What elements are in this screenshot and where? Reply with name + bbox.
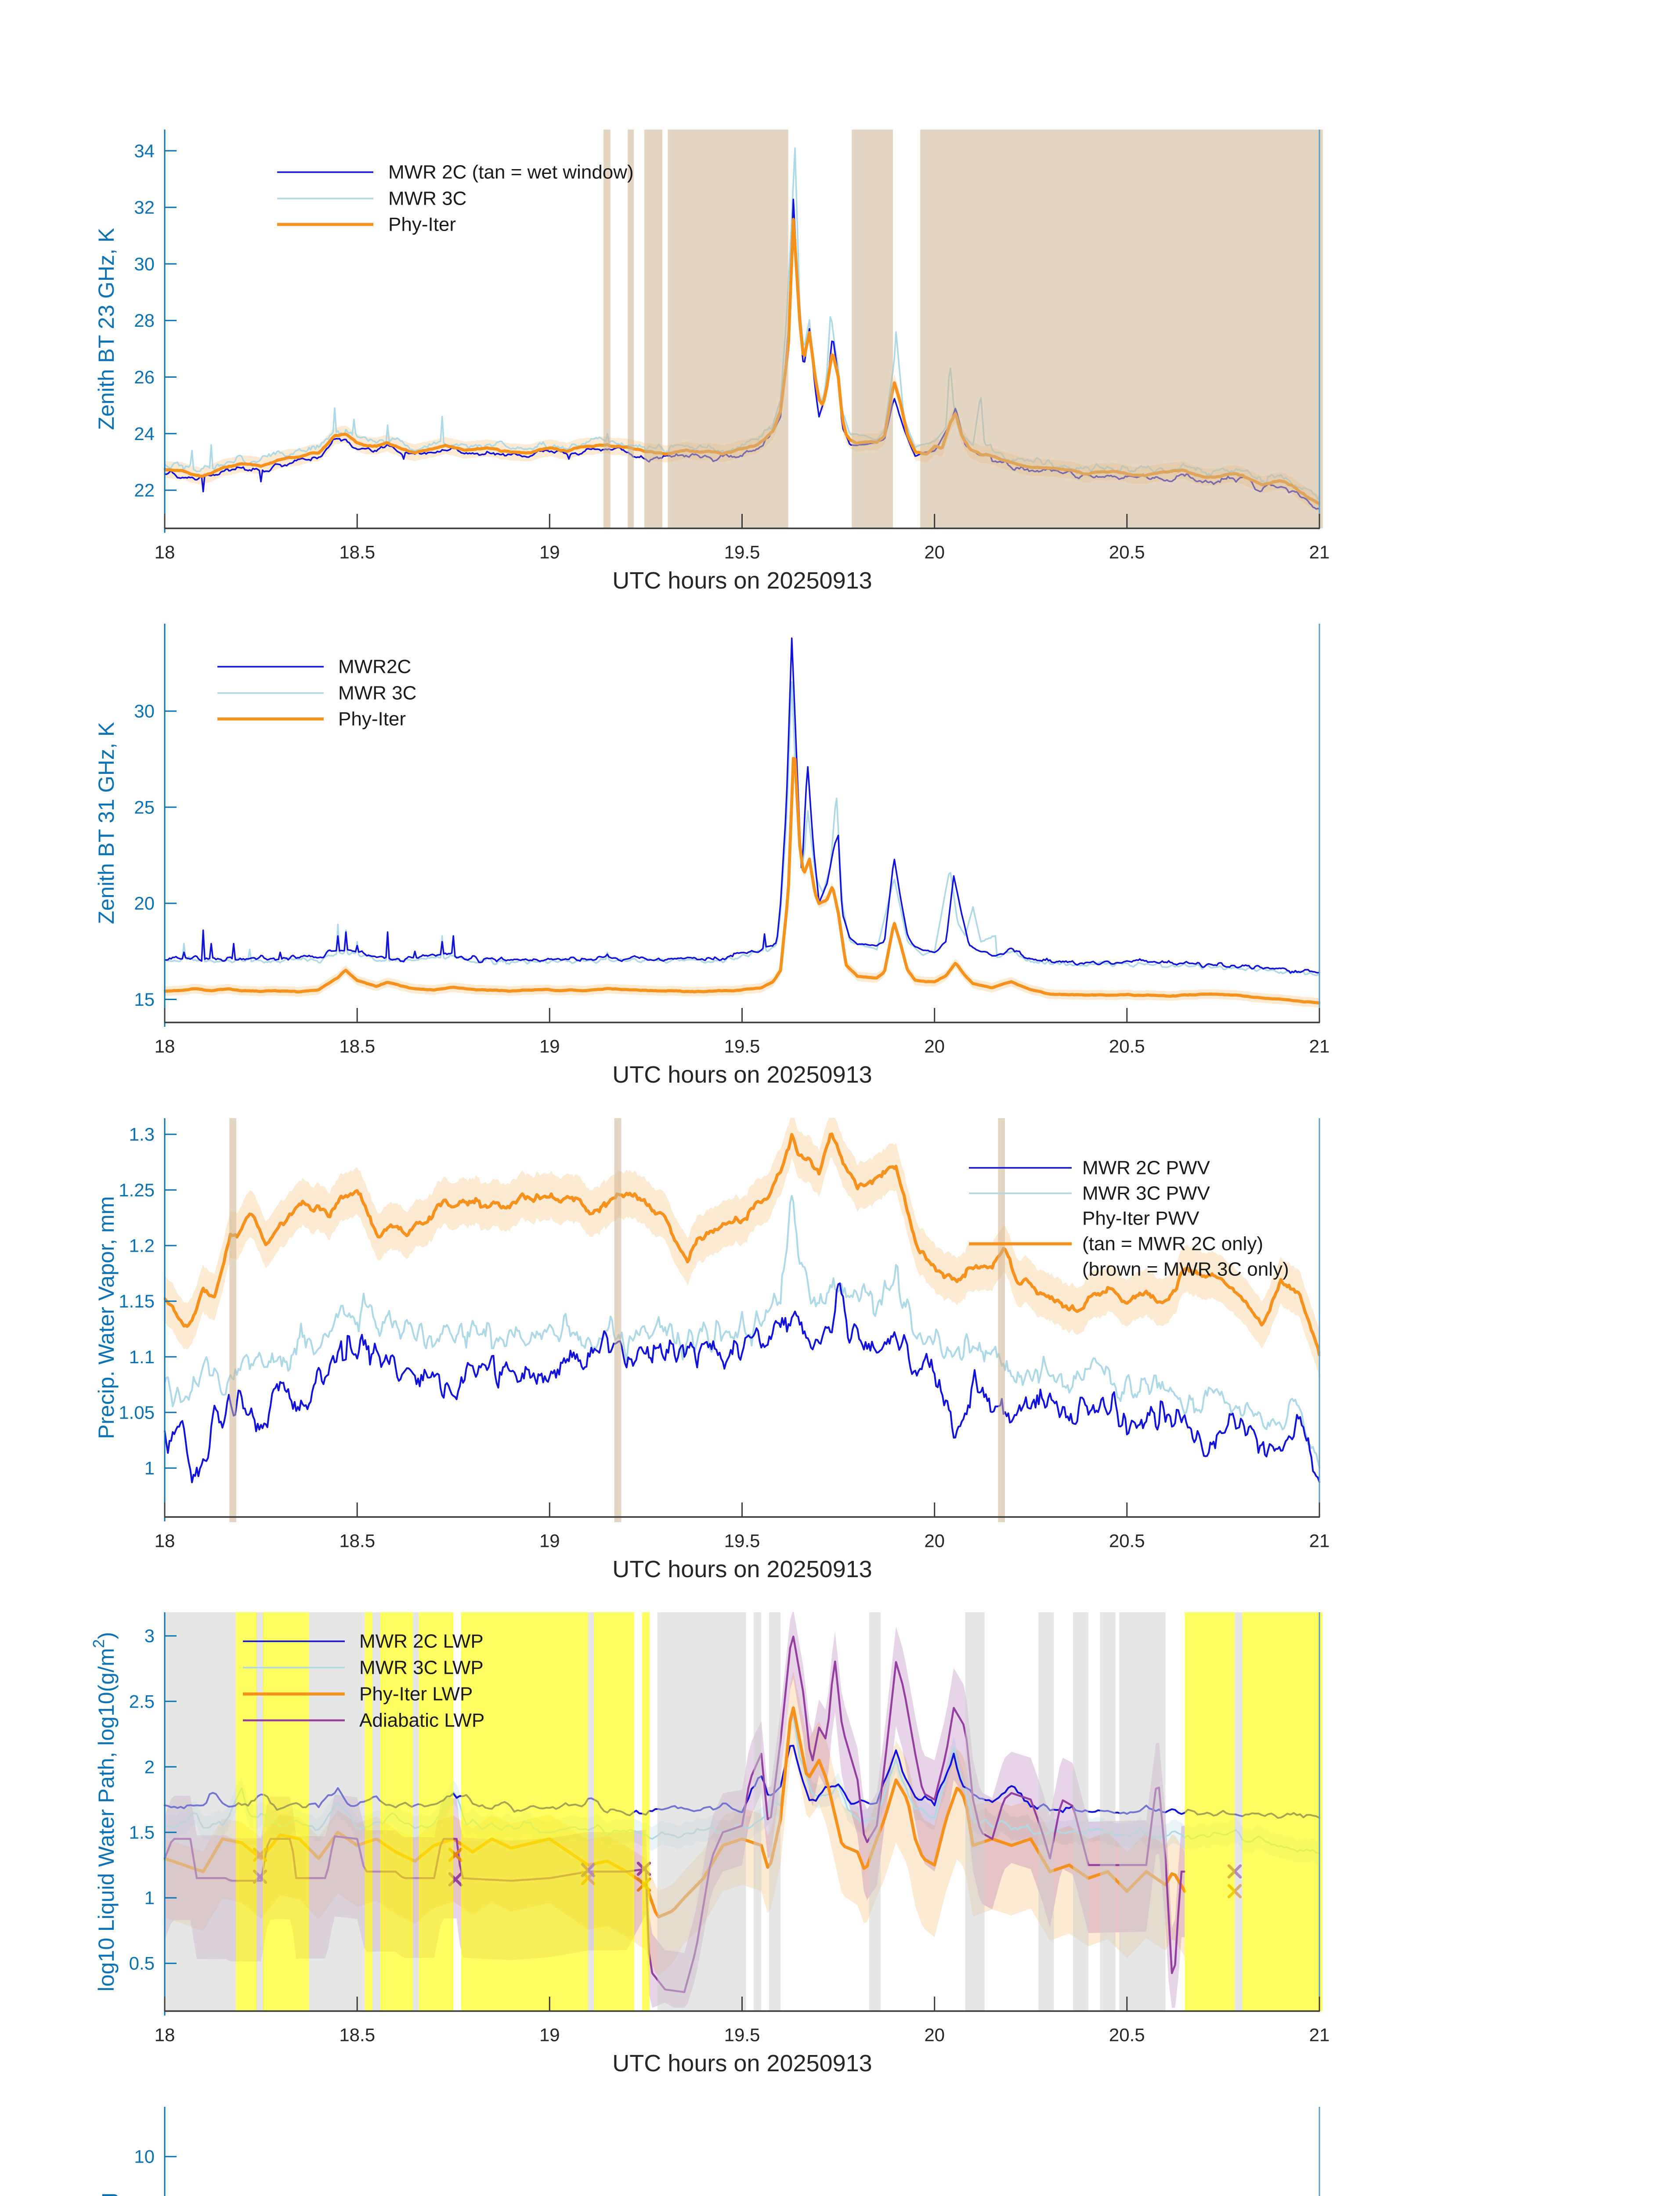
svg-text:18.5: 18.5 xyxy=(339,2025,375,2045)
svg-text:10: 10 xyxy=(134,2146,155,2167)
svg-text:Phy-Iter: Phy-Iter xyxy=(338,708,406,730)
svg-text:19.5: 19.5 xyxy=(724,542,760,563)
svg-text:25: 25 xyxy=(134,797,155,817)
svg-text:2.5: 2.5 xyxy=(129,1691,155,1712)
svg-text:1.5: 1.5 xyxy=(129,1822,155,1843)
svg-text:18: 18 xyxy=(155,2025,175,2045)
svg-text:1.1: 1.1 xyxy=(129,1347,155,1367)
svg-text:MWR 3C: MWR 3C xyxy=(338,683,416,704)
svg-text:1.05: 1.05 xyxy=(119,1402,155,1423)
svg-text:UTC hours on 20250913: UTC hours on 20250913 xyxy=(612,2050,872,2077)
svg-text:20: 20 xyxy=(924,2025,945,2045)
svg-text:Zenith BT 23 GHz, K: Zenith BT 23 GHz, K xyxy=(94,228,119,430)
svg-text:UTC hours on 20250913: UTC hours on 20250913 xyxy=(612,1556,872,1582)
svg-text:15: 15 xyxy=(134,989,155,1010)
svg-text:20: 20 xyxy=(924,542,945,563)
svg-text:MWR 3C: MWR 3C xyxy=(388,188,466,209)
svg-text:22: 22 xyxy=(134,480,155,501)
svg-text:18: 18 xyxy=(155,1036,175,1057)
svg-text:18.5: 18.5 xyxy=(339,542,375,563)
svg-text:1: 1 xyxy=(145,1458,155,1478)
svg-text:18: 18 xyxy=(155,1531,175,1551)
svg-text:30: 30 xyxy=(134,701,155,722)
svg-text:20: 20 xyxy=(134,893,155,914)
svg-text:MWR 2C PWV: MWR 2C PWV xyxy=(1082,1157,1210,1179)
svg-text:1.15: 1.15 xyxy=(119,1291,155,1311)
svg-text:30: 30 xyxy=(134,253,155,274)
svg-text:26: 26 xyxy=(134,367,155,387)
svg-text:Phy-Iter PWV: Phy-Iter PWV xyxy=(1082,1208,1199,1229)
svg-text:21: 21 xyxy=(1309,1036,1330,1057)
svg-text:MWR Phy Iter DQ Flag: MWR Phy Iter DQ Flag xyxy=(94,2192,119,2196)
svg-text:19.5: 19.5 xyxy=(724,1036,760,1057)
svg-text:20.5: 20.5 xyxy=(1109,542,1145,563)
svg-text:21: 21 xyxy=(1309,1531,1330,1551)
svg-text:(tan = MWR 2C only): (tan = MWR 2C only) xyxy=(1082,1233,1263,1255)
svg-text:Zenith BT 31 GHz, K: Zenith BT 31 GHz, K xyxy=(94,722,119,924)
svg-text:1: 1 xyxy=(145,1888,155,1908)
svg-text:24: 24 xyxy=(134,423,155,444)
svg-text:MWR 2C (tan = wet window): MWR 2C (tan = wet window) xyxy=(388,162,634,183)
svg-text:2: 2 xyxy=(145,1756,155,1777)
svg-text:Phy-Iter LWP: Phy-Iter LWP xyxy=(359,1683,473,1705)
svg-text:MWR 2C LWP: MWR 2C LWP xyxy=(359,1631,484,1652)
svg-text:20: 20 xyxy=(924,1036,945,1057)
svg-text:Precip. Water Vapor, mm: Precip. Water Vapor, mm xyxy=(94,1196,119,1439)
svg-text:20.5: 20.5 xyxy=(1109,2025,1145,2045)
svg-text:0.5: 0.5 xyxy=(129,1953,155,1974)
svg-text:32: 32 xyxy=(134,197,155,218)
svg-text:(brown = MWR 3C only): (brown = MWR 3C only) xyxy=(1082,1259,1289,1280)
svg-text:18: 18 xyxy=(155,542,175,563)
svg-text:1.25: 1.25 xyxy=(119,1180,155,1200)
svg-text:18.5: 18.5 xyxy=(339,1036,375,1057)
svg-text:20.5: 20.5 xyxy=(1109,1531,1145,1551)
svg-text:34: 34 xyxy=(134,141,155,161)
svg-text:21: 21 xyxy=(1309,2025,1330,2045)
svg-text:20.5: 20.5 xyxy=(1109,1036,1145,1057)
svg-text:20: 20 xyxy=(924,1531,945,1551)
svg-text:MWR 3C LWP: MWR 3C LWP xyxy=(359,1657,484,1679)
svg-text:19: 19 xyxy=(539,1036,560,1057)
svg-text:18.5: 18.5 xyxy=(339,1531,375,1551)
svg-text:log10 Liquid Water Path, log10: log10 Liquid Water Path, log10(g/m2) xyxy=(90,1632,119,1992)
svg-text:1.2: 1.2 xyxy=(129,1235,155,1256)
svg-text:UTC hours on 20250913: UTC hours on 20250913 xyxy=(612,1062,872,1088)
svg-text:19: 19 xyxy=(539,542,560,563)
svg-text:28: 28 xyxy=(134,310,155,331)
svg-text:19.5: 19.5 xyxy=(724,2025,760,2045)
svg-text:19: 19 xyxy=(539,1531,560,1551)
svg-text:19.5: 19.5 xyxy=(724,1531,760,1551)
svg-text:3: 3 xyxy=(145,1625,155,1646)
svg-text:Adiabatic LWP: Adiabatic LWP xyxy=(359,1710,484,1731)
svg-text:MWR 3C PWV: MWR 3C PWV xyxy=(1082,1183,1210,1204)
svg-text:MWR2C: MWR2C xyxy=(338,656,411,678)
svg-text:21: 21 xyxy=(1309,542,1330,563)
svg-text:UTC hours on 20250913: UTC hours on 20250913 xyxy=(612,567,872,594)
svg-text:1.3: 1.3 xyxy=(129,1124,155,1145)
svg-text:Phy-Iter: Phy-Iter xyxy=(388,214,456,235)
svg-text:19: 19 xyxy=(539,2025,560,2045)
